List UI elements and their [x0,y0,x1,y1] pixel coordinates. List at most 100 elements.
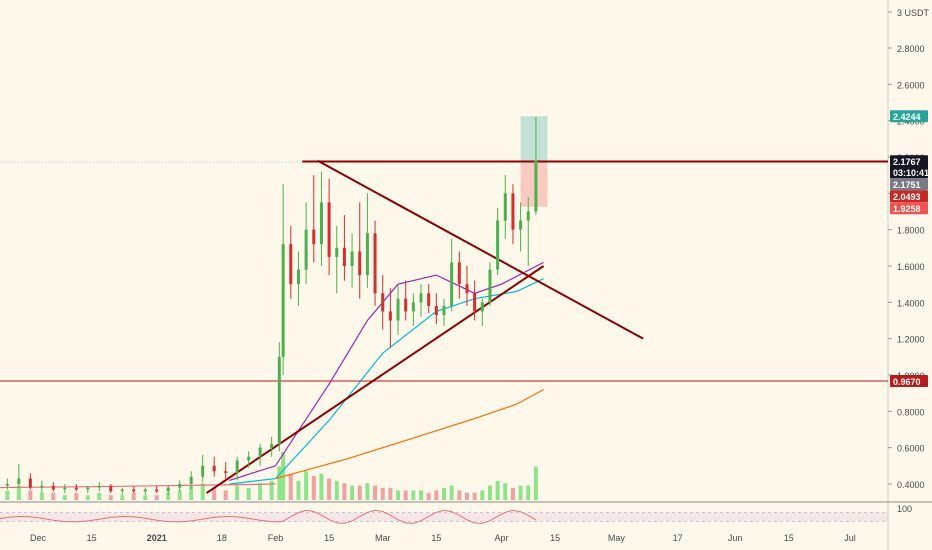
price-label-text: 2.0493 [893,192,921,202]
volume-bar [472,492,477,500]
rsi-line [0,509,537,524]
volume-bar [296,480,301,500]
y-tick-label: 1.8000 [897,226,925,236]
rsi-pane: 100 [0,504,912,524]
price-label-box [890,202,928,215]
candle-body [319,202,323,245]
candle-body [388,311,392,321]
position-box[interactable] [520,116,548,207]
price-label-box [890,110,928,123]
x-tick-label: 15 [87,533,97,543]
candle-body [235,460,239,474]
candle-body [488,269,492,303]
candle-body [74,487,78,490]
candles [5,117,538,495]
x-tick-label: 15 [550,533,560,543]
candle-body [289,244,293,285]
volume-bar [85,495,90,500]
candle-body [143,489,147,492]
x-tick-label: 15 [431,533,441,543]
x-tick-label: May [608,533,626,543]
candle-body [281,244,285,357]
y-tick-label: 2.6000 [897,80,925,90]
position-stop-zone [520,161,548,207]
x-tick-label: 15 [784,533,794,543]
candle-body [97,485,101,488]
price-label-box [890,155,928,168]
candle-body [381,293,385,312]
volume-bar [288,473,293,500]
volume-bar [334,480,339,500]
candle-body [496,220,500,270]
horizontal-levels[interactable] [0,160,888,382]
y-tick-label: 0.4000 [897,480,925,490]
x-tick-label: 18 [217,533,227,543]
candle-body [247,456,251,461]
x-tick-label: 15 [324,533,334,543]
candle-body [511,193,515,230]
trendlines[interactable] [205,159,644,494]
candle-body [358,251,362,276]
x-tick-label: 17 [673,533,683,543]
volume-bar [154,495,159,500]
x-tick-label: 2021 [147,533,167,543]
volume-bar [342,483,347,500]
candle-body [427,293,431,306]
y-tick-label: 0.6000 [897,444,925,454]
candle-body [224,471,228,474]
candle-body [519,220,523,230]
rsi-band [0,512,888,522]
volume-bar [51,492,56,500]
volume-bar [74,492,79,500]
candle-body [373,233,377,294]
candle-body [120,489,124,492]
price-label-text: 0.9670 [893,377,921,387]
price-label-text: 2.4244 [893,112,921,122]
candle-body [342,247,346,266]
volume-bar [503,483,508,500]
y-tick-label: 1.2000 [897,335,925,345]
price-label-box [890,166,928,179]
volume-bar [235,485,240,500]
x-tick-label: Mar [375,533,391,543]
candle-body [457,262,461,285]
volume-bar [246,488,251,500]
volume-bar [518,485,523,500]
volume-bar [269,480,274,500]
price-label-text: 1.9258 [893,204,921,214]
candle-body [411,302,415,312]
x-tick-label: Jun [728,533,743,543]
volume-bars [5,452,538,500]
candle-body [465,284,469,294]
volume-bar [120,495,125,500]
volume-bar [388,488,393,500]
y-tick-label: 2.8000 [897,44,925,54]
price-label-text: 2.1751 [893,180,921,190]
candle-body [258,447,262,457]
candle-body [473,293,477,312]
candle-body [442,305,446,316]
trendline [205,265,545,494]
position-target-zone [520,116,548,162]
volume-bar [28,490,33,500]
candle-body [63,487,67,490]
volume-bar [97,492,102,500]
candle-body [526,211,530,221]
volume-bar [464,492,469,500]
candle-body [312,229,316,245]
volume-bar [419,490,424,500]
volume-bar [258,483,263,500]
y-tick-label: 0.8000 [897,407,925,417]
volume-bar [327,478,332,500]
candle-body [155,489,159,492]
volume-bar [396,490,401,500]
volume-bar [442,488,446,500]
axes: 3 USDT2.80002.60002.40002.20002.00001.80… [30,8,930,543]
candle-body [327,202,331,257]
candle-body [404,298,408,312]
price-label-box [890,178,928,191]
candle-body [166,487,170,492]
price-label-box [890,374,928,387]
moving-average-line [275,388,544,480]
